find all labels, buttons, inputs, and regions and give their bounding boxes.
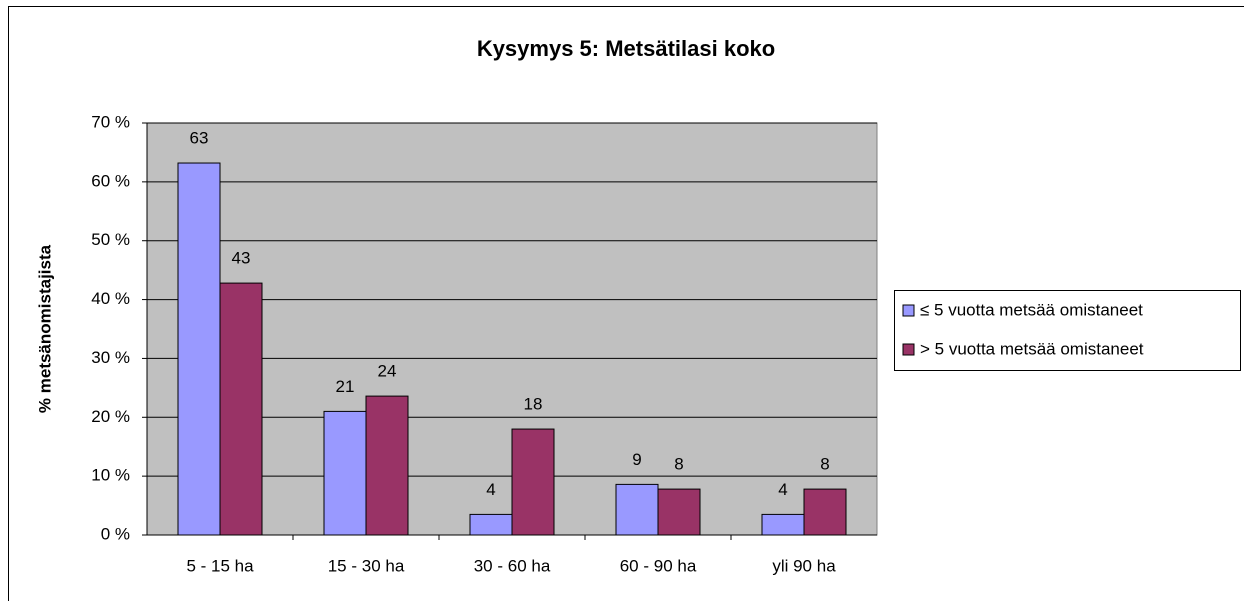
bar: [365, 395, 409, 536]
x-tick-label: 60 - 90 ha: [620, 556, 697, 575]
y-tick-label: 40 %: [91, 289, 130, 308]
legend-label: > 5 vuotta metsää omistaneet: [920, 339, 1144, 358]
data-label: 4: [486, 480, 495, 499]
bar: [219, 282, 263, 536]
y-tick-label: 10 %: [91, 466, 130, 485]
y-tick-label: 70 %: [91, 112, 130, 131]
bar: [803, 488, 847, 536]
bar: [761, 513, 805, 536]
data-label: 18: [524, 395, 543, 414]
bar: [657, 488, 701, 536]
data-label: 21: [336, 377, 355, 396]
y-tick-label: 60 %: [91, 171, 130, 190]
data-label: 9: [632, 450, 641, 469]
legend: [894, 290, 1241, 371]
legend-swatch: [902, 343, 915, 356]
y-axis-title: % metsänomistajista: [35, 244, 54, 413]
bar: [469, 513, 513, 536]
x-tick-label: 30 - 60 ha: [474, 556, 551, 575]
bar: [511, 428, 555, 536]
bar: [615, 483, 659, 536]
data-label: 8: [820, 455, 829, 474]
y-tick-label: 20 %: [91, 407, 130, 426]
y-tick-label: 0 %: [101, 524, 130, 543]
data-label: 8: [674, 455, 683, 474]
legend-swatch: [902, 304, 915, 317]
x-tick-label: 15 - 30 ha: [328, 556, 405, 575]
bar: [177, 162, 221, 536]
bar: [323, 410, 367, 536]
legend-label: ≤ 5 vuotta metsää omistaneet: [920, 300, 1143, 319]
x-tick-label: yli 90 ha: [772, 556, 836, 575]
data-label: 63: [190, 129, 209, 148]
data-label: 24: [378, 362, 397, 381]
data-label: 43: [232, 249, 251, 268]
chart-title: Kysymys 5: Metsätilasi koko: [477, 36, 775, 61]
x-tick-label: 5 - 15 ha: [186, 556, 254, 575]
data-label: 4: [778, 480, 787, 499]
y-tick-label: 30 %: [91, 348, 130, 367]
y-tick-label: 50 %: [91, 230, 130, 249]
